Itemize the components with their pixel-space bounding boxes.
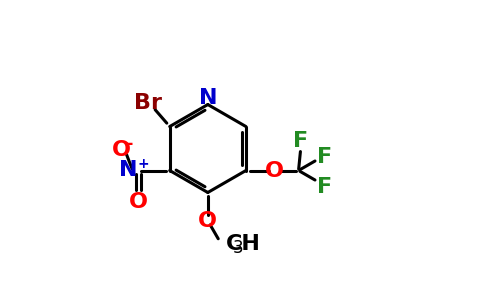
Text: O: O [129, 192, 148, 212]
Text: CH: CH [226, 234, 260, 254]
Text: -: - [126, 135, 134, 153]
Text: F: F [318, 147, 333, 167]
Text: N: N [119, 160, 137, 180]
Text: 3: 3 [233, 239, 243, 257]
Text: O: O [112, 140, 131, 160]
Text: N: N [198, 88, 217, 108]
Text: +: + [137, 157, 149, 171]
Text: O: O [198, 211, 217, 231]
Text: F: F [293, 131, 308, 151]
Text: Br: Br [134, 93, 162, 113]
Text: F: F [318, 177, 333, 197]
Text: O: O [265, 160, 284, 181]
